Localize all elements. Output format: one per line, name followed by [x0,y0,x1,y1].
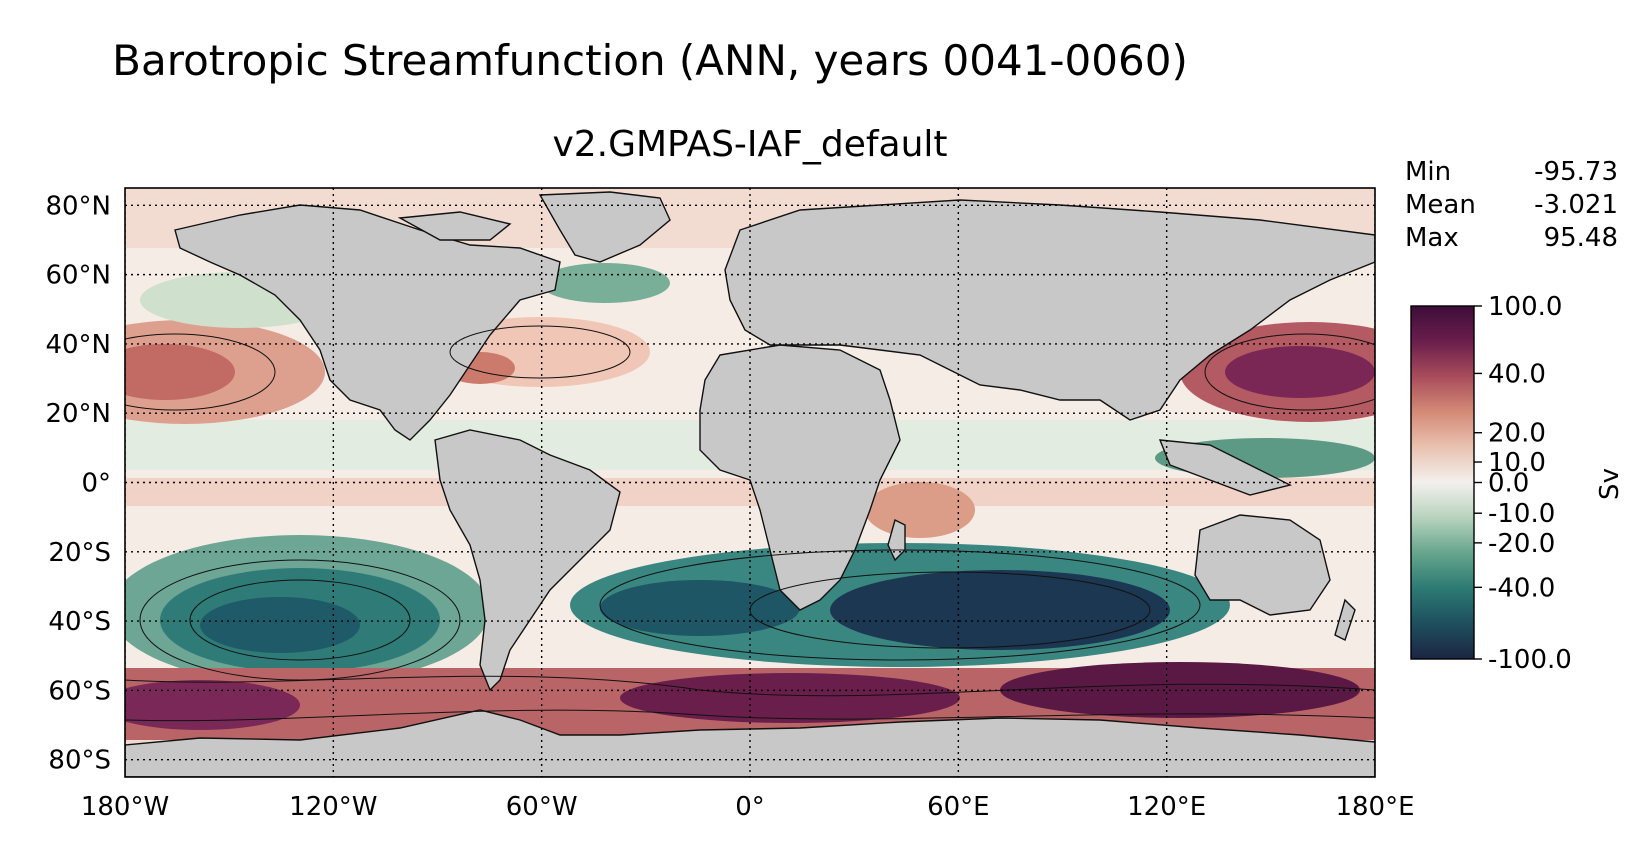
colorbar-tick-label: -40.0 [1488,573,1555,603]
gridlines [125,188,1375,777]
contour-north-atlantic [449,325,631,379]
colorbar-tick-label: -100.0 [1488,645,1572,675]
acc-core-atlantic [620,673,960,723]
lat-tick-label: 40°N [45,330,111,360]
stat-value: -3.021 [1534,190,1618,220]
stat-row-max: Max 95.48 [1405,222,1618,255]
lat-tick-label: 60°S [48,676,111,706]
figure-suptitle: Barotropic Streamfunction (ANN, years 00… [112,36,1188,85]
lon-tick-label: 120°W [289,792,377,822]
lon-tick-label: 60°E [927,792,990,822]
south-pacific-gyre-core [200,597,360,653]
colorbar-tick-label: 0.0 [1488,469,1529,499]
lat-tick-label: 80°N [45,191,111,221]
colorbar [1410,305,1475,660]
contour-north-pacific-2 [125,333,276,411]
north-atlantic-subpolar-gyre [540,263,670,303]
arctic-islands-land [397,211,512,241]
lat-tick-label: 60°N [45,261,111,291]
contour-lines [125,325,1375,722]
acc-core-pacific [125,680,300,730]
south-america-land [434,429,621,692]
stat-row-mean: Mean -3.021 [1405,189,1618,222]
south-indian-cell [865,482,975,538]
contour-acc-2 [125,709,1375,722]
greenland-land [538,191,671,263]
stats-panel: Min -95.73 Mean -3.021 Max 95.48 [1405,156,1618,255]
contour-south-indian-1 [599,549,1201,661]
lon-tick-label: 60°W [506,792,578,822]
lon-tick-label: 0° [735,792,765,822]
lat-tick-label: 80°S [48,746,111,776]
north-pacific-gyre-core-east [1225,346,1375,398]
map-subtitle: v2.GMPAS-IAF_default [552,124,948,165]
colorbar-tick-label: 20.0 [1488,419,1546,449]
colorbar-tick-label: 40.0 [1488,359,1546,389]
colorbar-ticks: 100.0 40.0 20.010.00.0-10.0-20.0 -40.0 -100.… [1474,292,1572,675]
contour-acc-1 [125,675,1375,697]
stat-label: Max [1405,223,1459,253]
lon-tick-label: 180°E [1335,792,1414,822]
lat-tick-label: 0° [81,469,111,499]
south-indian-gyre-core [830,570,1170,650]
map-frame [124,187,1376,778]
map-panel [125,188,1375,777]
lat-tick-label: 40°S [48,607,111,637]
lon-tick-label: 180°W [81,792,169,822]
acc-core-indian [1000,662,1360,718]
new-zealand-land [1334,598,1356,641]
colorbar-label: Sv [1595,468,1625,500]
lon-tick-label: 120°E [1127,792,1206,822]
contour-south-pacific-2 [189,579,411,661]
stat-value: -95.73 [1534,157,1618,187]
colorbar-tick-label: 100.0 [1488,292,1562,322]
north-pacific-gyre-core-west [125,344,235,400]
australia-land [1194,514,1331,616]
lat-tick-label: 20°N [45,399,111,429]
contour-north-pacific-1 [1204,333,1375,411]
stat-value: 95.48 [1543,223,1618,253]
colorbar-tick-label: 10.0 [1488,448,1546,478]
lat-tick-label: 20°S [48,538,111,568]
south-atlantic-gyre-core [600,580,800,636]
longitude-tick-labels: 180°W 120°W 60°W 0° 60°E 120°E 180°E [81,792,1415,822]
latitude-tick-labels: 80°N 60°N 40°N 20°N 0° 20°S 40°S 60°S 80°S [45,191,111,775]
colorbar-tick-label: -10.0 [1488,499,1555,529]
stat-label: Mean [1405,190,1476,220]
eurasia-land [724,199,1375,421]
colorbar-tick-label: -20.0 [1488,529,1555,559]
maritime-continent-land [1158,439,1293,496]
stat-label: Min [1405,157,1452,187]
contour-south-pacific-1 [139,559,461,681]
stat-row-min: Min -95.73 [1405,156,1618,189]
